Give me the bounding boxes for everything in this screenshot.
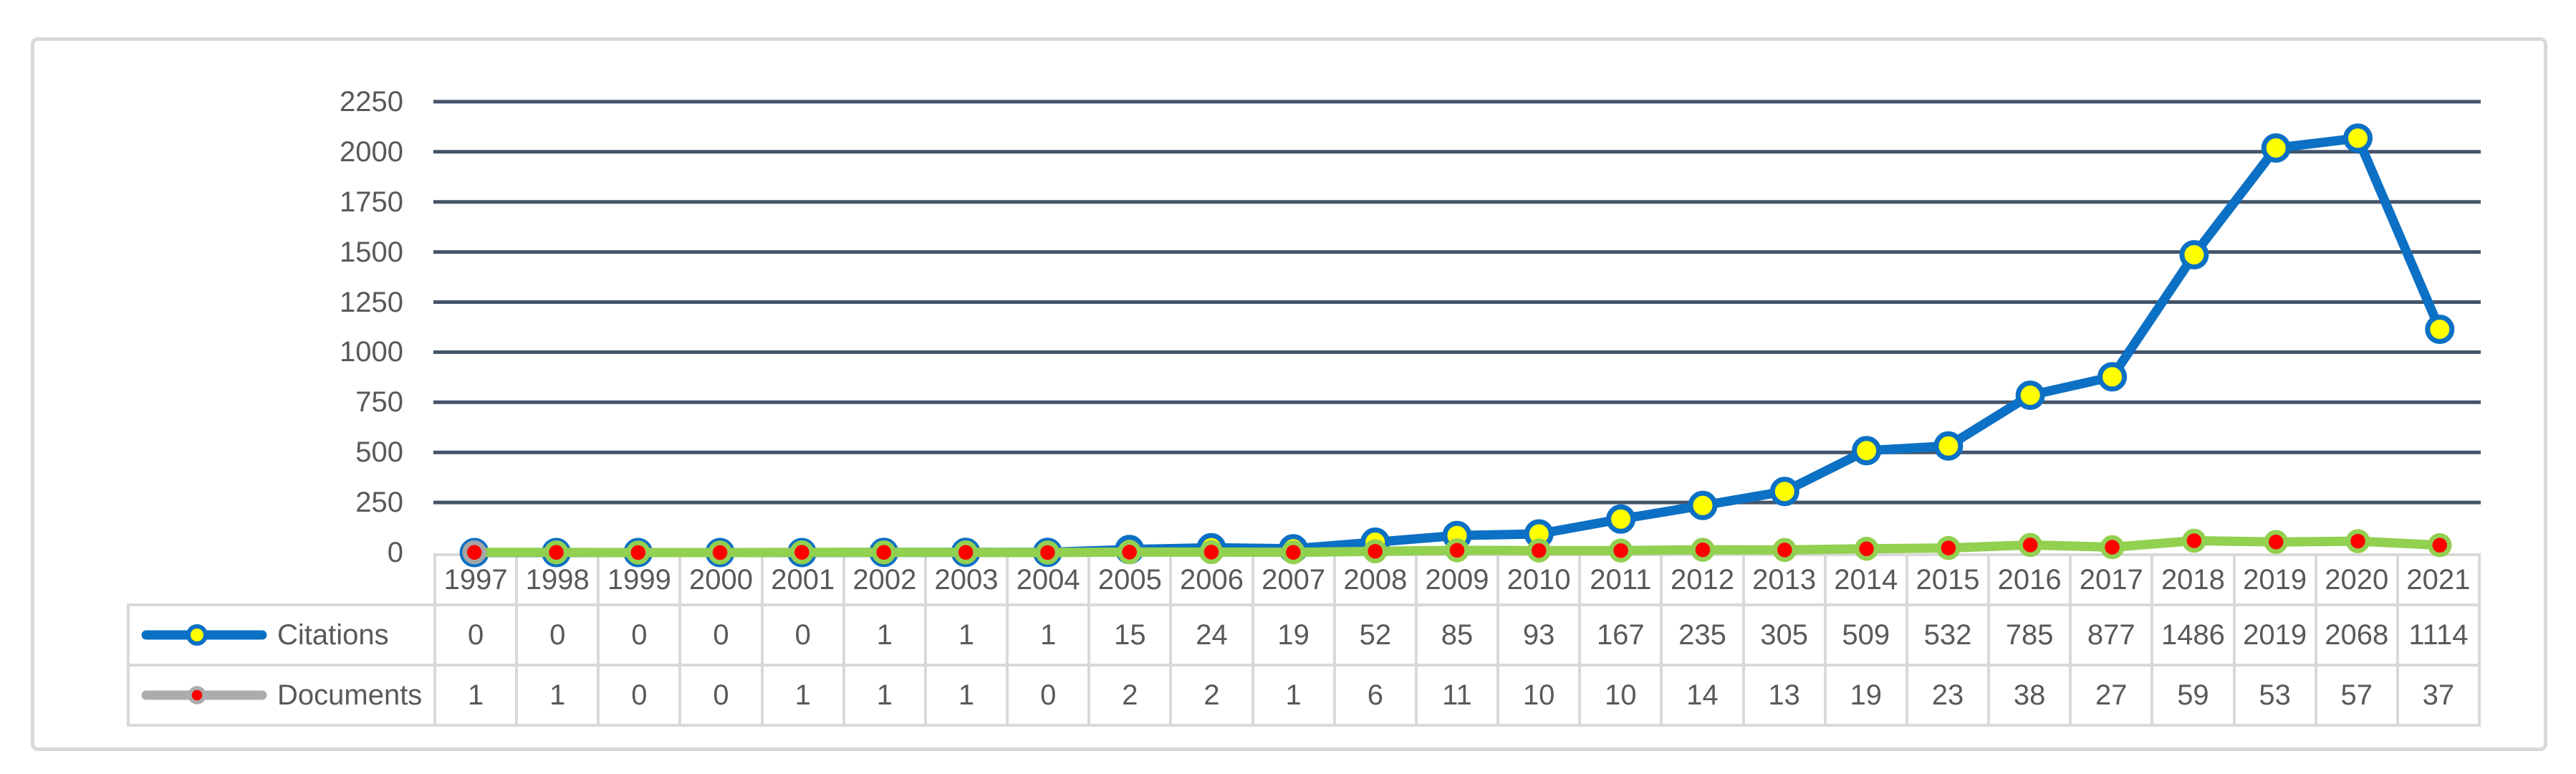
documents-value-cell: 0 — [600, 666, 679, 724]
citations-value-cell: 877 — [2072, 606, 2151, 664]
documents-value-cell: 14 — [1663, 666, 1742, 724]
year-header-cell: 1997 — [436, 556, 516, 603]
year-header-cell: 2013 — [1744, 556, 1824, 603]
year-header-cell: 1999 — [600, 556, 679, 603]
y-axis-tick-label: 250 — [355, 487, 403, 519]
year-header-cell: 2015 — [1908, 556, 1988, 603]
documents-value-cell: 57 — [2317, 666, 2396, 724]
year-header-cell: 2008 — [1335, 556, 1415, 603]
year-header-cell: 2010 — [1499, 556, 1579, 603]
year-header-cell: 2000 — [681, 556, 761, 603]
citations-value-cell: 1 — [926, 606, 1006, 664]
year-header-cell: 2018 — [2153, 556, 2233, 603]
year-header-cell: 2017 — [2072, 556, 2151, 603]
y-axis-tick-label: 1250 — [340, 286, 403, 318]
y-axis-tick-label: 750 — [355, 386, 403, 419]
citations-value-cell: 0 — [518, 606, 597, 664]
citations-value-cell: 305 — [1744, 606, 1824, 664]
year-header-cell: 2014 — [1826, 556, 1905, 603]
citations-value-cell: 0 — [681, 606, 761, 664]
documents-value-cell: 1 — [926, 666, 1006, 724]
citations-value-cell: 2019 — [2235, 606, 2315, 664]
y-axis-tick-label: 1500 — [340, 236, 403, 268]
documents-value-cell: 0 — [681, 666, 761, 724]
year-header-cell: 2009 — [1417, 556, 1497, 603]
documents-line-icon — [141, 686, 267, 704]
citations-value-cell: 167 — [1581, 606, 1661, 664]
citations-value-cell: 0 — [763, 606, 842, 664]
y-axis-labels: 0 250 500 750 1000 1250 1500 1750 2000 2250 — [215, 0, 403, 774]
citations-value-cell: 235 — [1663, 606, 1742, 664]
documents-value-cell: 1 — [763, 666, 842, 724]
year-header-cell: 2001 — [763, 556, 842, 603]
documents-value-cell: 6 — [1335, 666, 1415, 724]
y-axis-tick-label: 2000 — [340, 135, 403, 168]
documents-value-cell: 0 — [1009, 666, 1088, 724]
documents-value-cell: 37 — [2398, 666, 2478, 724]
citations-value-cell: 0 — [436, 606, 516, 664]
year-header-cell: 2020 — [2317, 556, 2396, 603]
citations-value-cell: 19 — [1254, 606, 1333, 664]
y-axis-tick-label: 1000 — [340, 336, 403, 368]
legend-item-documents: Documents — [130, 666, 433, 724]
y-axis-tick-label: 2250 — [340, 85, 403, 118]
year-header-cell: 2021 — [2398, 556, 2478, 603]
documents-value-cell: 13 — [1744, 666, 1824, 724]
citations-line-icon — [141, 624, 267, 646]
documents-value-cell: 1 — [518, 666, 597, 724]
documents-value-cell: 2 — [1090, 666, 1170, 724]
year-header-cell: 2004 — [1009, 556, 1088, 603]
citations-value-cell: 93 — [1499, 606, 1579, 664]
documents-value-cell: 53 — [2235, 666, 2315, 724]
year-header-cell: 2012 — [1663, 556, 1742, 603]
documents-value-cell: 11 — [1417, 666, 1497, 724]
citations-value-cell: 15 — [1090, 606, 1170, 664]
year-header-cell: 2003 — [926, 556, 1006, 603]
y-axis-tick-label: 1750 — [340, 186, 403, 218]
year-header-cell: 2006 — [1172, 556, 1251, 603]
citations-value-cell: 1486 — [2153, 606, 2233, 664]
legend-item-citations: Citations — [130, 606, 433, 664]
documents-value-cell: 27 — [2072, 666, 2151, 724]
documents-value-cell: 1 — [436, 666, 516, 724]
year-header-cell: 2002 — [845, 556, 924, 603]
year-header-cell: 2007 — [1254, 556, 1333, 603]
documents-value-cell: 1 — [1254, 666, 1333, 724]
documents-value-cell: 10 — [1581, 666, 1661, 724]
documents-value-cell: 59 — [2153, 666, 2233, 724]
year-header-cell: 2011 — [1581, 556, 1661, 603]
legend-citations-label: Citations — [277, 618, 389, 651]
documents-value-cell: 1 — [845, 666, 924, 724]
citations-value-cell: 24 — [1172, 606, 1251, 664]
year-header-cell: 2016 — [1990, 556, 2070, 603]
documents-value-cell: 38 — [1990, 666, 2070, 724]
documents-value-cell: 19 — [1826, 666, 1905, 724]
chart-data-table: 1997 1998 1999 2000 2001 2002 2003 2004 2005 2006… — [433, 553, 2481, 727]
citations-value-cell: 1114 — [2398, 606, 2478, 664]
legend-table: Citations Documents — [127, 603, 436, 727]
citations-value-cell: 2068 — [2317, 606, 2396, 664]
year-header-cell: 2019 — [2235, 556, 2315, 603]
citations-value-cell: 1 — [1009, 606, 1088, 664]
citations-value-cell: 52 — [1335, 606, 1415, 664]
citations-value-cell: 1 — [845, 606, 924, 664]
citations-value-cell: 785 — [1990, 606, 2070, 664]
year-header-cell: 1998 — [518, 556, 597, 603]
documents-value-cell: 2 — [1172, 666, 1251, 724]
citations-value-cell: 0 — [600, 606, 679, 664]
y-axis-tick-label: 500 — [355, 436, 403, 469]
y-axis-tick-label: 0 — [387, 537, 403, 568]
citations-value-cell: 509 — [1826, 606, 1905, 664]
legend-documents-label: Documents — [277, 679, 423, 711]
citations-value-cell: 532 — [1908, 606, 1988, 664]
year-header-cell: 2005 — [1090, 556, 1170, 603]
documents-value-cell: 10 — [1499, 666, 1579, 724]
documents-value-cell: 23 — [1908, 666, 1988, 724]
citations-value-cell: 85 — [1417, 606, 1497, 664]
